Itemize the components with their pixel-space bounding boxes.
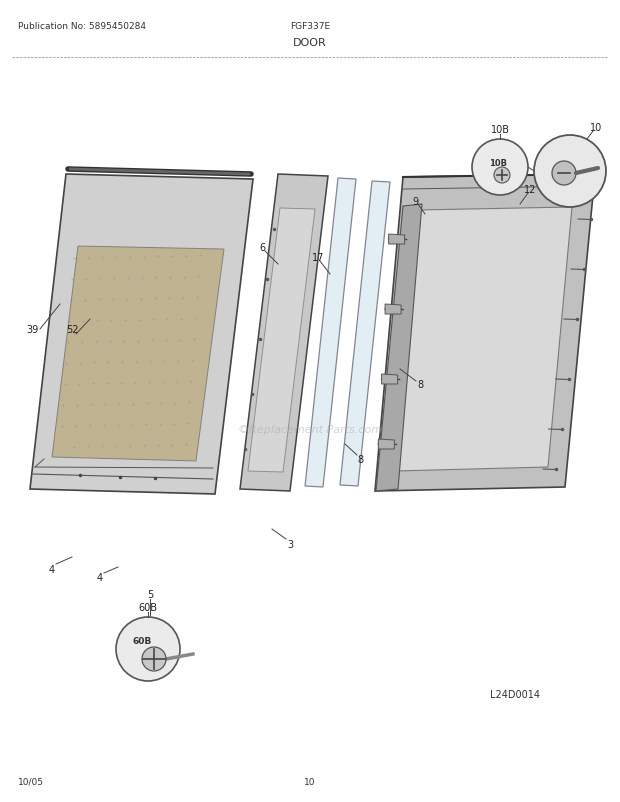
Circle shape [116, 618, 180, 681]
Text: L24D0014: L24D0014 [490, 689, 540, 699]
Text: 10/05: 10/05 [18, 777, 44, 786]
Text: 60B: 60B [138, 602, 157, 612]
Text: 10: 10 [304, 777, 316, 786]
Circle shape [534, 136, 606, 208]
Polygon shape [52, 247, 224, 461]
Polygon shape [248, 209, 315, 472]
Text: 8: 8 [417, 379, 423, 390]
Circle shape [552, 162, 576, 186]
Text: 10: 10 [590, 123, 602, 133]
Text: 5: 5 [147, 589, 153, 599]
Text: 6: 6 [259, 243, 265, 253]
Text: 3: 3 [287, 539, 293, 549]
Text: 60B: 60B [133, 637, 152, 646]
Text: ©Replacement Parts.com: ©Replacement Parts.com [238, 424, 382, 435]
Text: 10B: 10B [490, 125, 510, 135]
Text: 52: 52 [66, 325, 78, 334]
Polygon shape [340, 182, 390, 486]
Circle shape [142, 647, 166, 671]
Polygon shape [378, 439, 394, 449]
Text: 39: 39 [26, 325, 38, 334]
Text: 12: 12 [524, 184, 536, 195]
Polygon shape [381, 375, 397, 384]
Polygon shape [385, 305, 401, 314]
Polygon shape [375, 175, 595, 492]
Polygon shape [395, 208, 572, 472]
Circle shape [494, 168, 510, 184]
Text: 10B: 10B [489, 160, 507, 168]
Text: 4: 4 [49, 565, 55, 574]
Circle shape [472, 140, 528, 196]
Polygon shape [305, 179, 356, 488]
Polygon shape [389, 235, 405, 245]
Polygon shape [240, 175, 328, 492]
Polygon shape [30, 175, 253, 494]
Text: FGF337E: FGF337E [290, 22, 330, 31]
Text: 9: 9 [412, 196, 418, 207]
Text: 8: 8 [357, 455, 363, 464]
Polygon shape [376, 205, 422, 492]
Text: DOOR: DOOR [293, 38, 327, 48]
Text: 17: 17 [312, 253, 324, 263]
Text: Publication No: 5895450284: Publication No: 5895450284 [18, 22, 146, 31]
Text: 4: 4 [97, 573, 103, 582]
